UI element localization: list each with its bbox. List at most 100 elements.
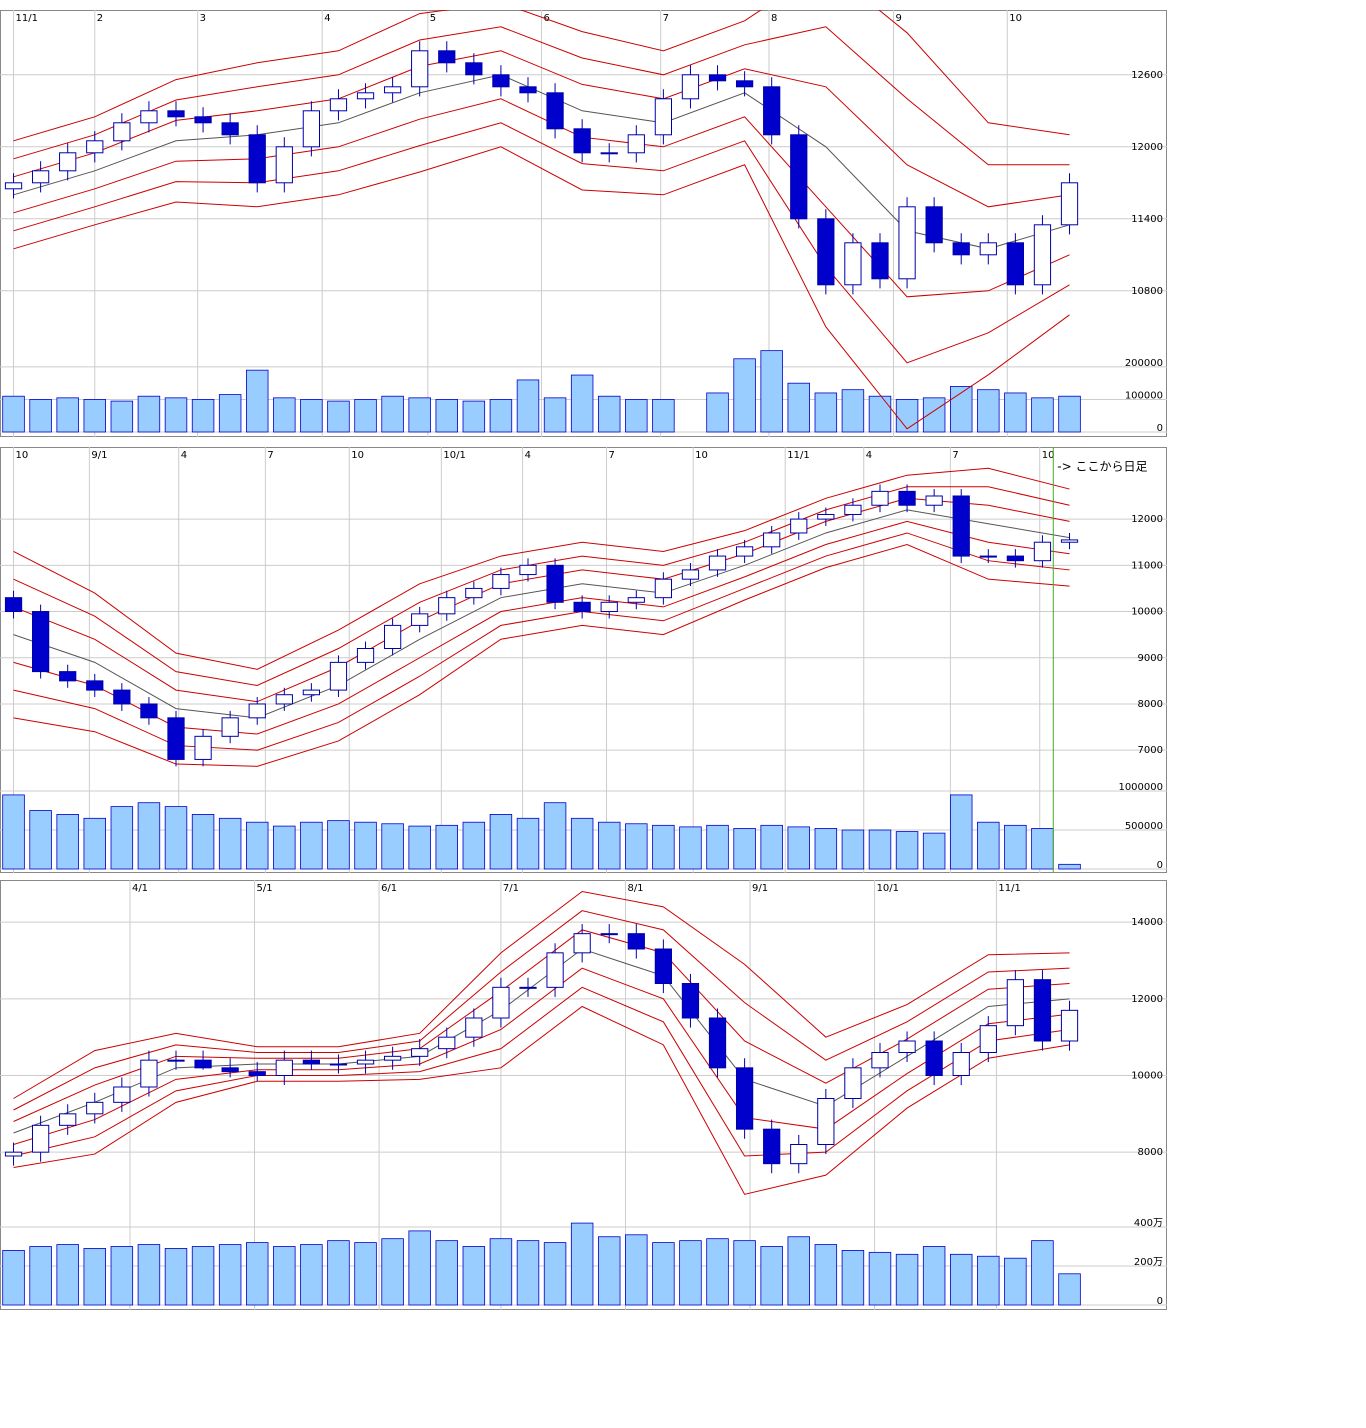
volume-bar: [354, 399, 377, 433]
band-line: [13, 146, 1070, 430]
candle-body: [790, 1144, 808, 1165]
candle-body: [952, 242, 970, 256]
volume-bar: [868, 395, 892, 433]
candle-body: [4, 1151, 23, 1157]
volume-bar: [1004, 824, 1027, 870]
volume-bar: [435, 1240, 458, 1306]
band-line: [13, 967, 1070, 1145]
panel-frame: [0, 10, 1167, 437]
x-tick-label: 10: [695, 450, 708, 461]
x-tick-label: 11/1: [16, 13, 38, 24]
volume-bar: [543, 1242, 567, 1306]
volume-tick-label: 0: [1157, 1296, 1163, 1307]
volume-bar: [597, 821, 621, 870]
candle-body: [519, 986, 537, 989]
candle-body: [763, 532, 781, 548]
volume-bar: [327, 1240, 350, 1306]
annotation: -> ここから日足: [1057, 460, 1147, 474]
volume-bar: [218, 1244, 242, 1306]
volume-bar: [706, 392, 729, 433]
plot-area: 10 9/1 4 7 10 10/1 4 7 10 11/1 4 7 10 7000 8000 9000 100…: [0, 447, 1167, 873]
plot-area: 11/1 2 3 4 5 6 7 8 9 10 10800 11400 12000 12600 0 10000…: [0, 10, 1167, 437]
candle-body: [627, 933, 645, 950]
volume-bar: [137, 395, 161, 433]
x-tick-label: 5/1: [257, 883, 273, 894]
y-tick-label: 10800: [1131, 286, 1163, 297]
candle-body: [329, 661, 348, 691]
volume-bar: [2, 794, 25, 870]
y-tick-label: 11000: [1131, 560, 1163, 571]
band-line: [13, 486, 1070, 686]
candle-body: [465, 62, 483, 76]
candle-body: [86, 680, 104, 691]
x-tick-label: 10/1: [443, 450, 465, 461]
volume-bar: [570, 817, 594, 870]
candle-body: [573, 933, 591, 954]
plot-area: 4/1 5/1 6/1 7/1 8/1 9/1 10/1 11/1 8000 10000 12000…: [0, 880, 1167, 1310]
candle-body: [871, 490, 889, 506]
band-line: [13, 543, 1070, 767]
volume-bar: [164, 1248, 188, 1306]
volume-bar: [1031, 1240, 1054, 1306]
volume-bar: [1031, 828, 1054, 870]
x-tick-label: 9: [896, 13, 902, 24]
x-tick-label: 5: [430, 13, 436, 24]
volume-bar: [191, 1246, 215, 1306]
volume-bar: [516, 817, 540, 870]
candle-body: [817, 1098, 835, 1145]
volume-bar: [489, 399, 513, 433]
candle-body: [681, 569, 700, 580]
volume-bar: [868, 829, 892, 870]
volume-bar: [83, 399, 106, 433]
candle-body: [59, 152, 77, 172]
volume-bar: [733, 1240, 756, 1306]
candle-body: [356, 92, 375, 100]
candle-body: [86, 140, 104, 154]
candle-body: [1060, 1009, 1079, 1042]
candle-body: [194, 735, 212, 760]
candle-body: [600, 152, 618, 155]
volume-tick-label: 1000000: [1118, 782, 1163, 793]
y-tick-label: 12000: [1131, 142, 1163, 153]
x-tick-label: 9/1: [752, 883, 768, 894]
volume-bar: [1058, 863, 1081, 870]
candle-body: [59, 1113, 77, 1126]
band-line: [13, 122, 1070, 364]
volume-bar: [652, 824, 675, 870]
volume-bar: [381, 823, 404, 870]
candle-body: [844, 504, 862, 515]
volume-bar: [679, 826, 702, 870]
x-tick-label: 8: [771, 13, 777, 24]
volume-bar: [354, 821, 377, 870]
candle-body: [681, 983, 700, 1019]
volume-bar: [327, 400, 350, 433]
candle-body: [817, 218, 835, 286]
candle-body: [763, 86, 781, 136]
candle-body: [383, 1055, 402, 1061]
volume-bar: [300, 821, 323, 870]
candle-body: [167, 110, 185, 118]
volume-bar: [1058, 395, 1081, 433]
candle-body: [952, 1052, 970, 1076]
x-tick-label: 6: [544, 13, 550, 24]
volume-bar: [245, 1242, 269, 1306]
volume-bar: [625, 1234, 648, 1306]
candle-body: [708, 74, 727, 82]
x-tick-label: 7: [952, 450, 958, 461]
candle-body: [140, 703, 158, 719]
volume-bar: [273, 397, 296, 433]
volume-bar: [489, 1238, 513, 1306]
volume-bar: [354, 1242, 377, 1306]
volume-bar: [245, 821, 269, 870]
volume-bar: [462, 400, 486, 433]
candle-body: [465, 1017, 483, 1038]
x-tick-label: 10: [16, 450, 29, 461]
volume-bar: [543, 802, 567, 870]
volume-bar: [489, 814, 513, 870]
x-tick-label: 10: [351, 450, 364, 461]
volume-bar: [516, 1240, 540, 1306]
candle-body: [1060, 182, 1079, 226]
volume-bar: [218, 394, 242, 433]
volume-bar: [83, 817, 106, 870]
candle-body: [763, 1128, 781, 1165]
